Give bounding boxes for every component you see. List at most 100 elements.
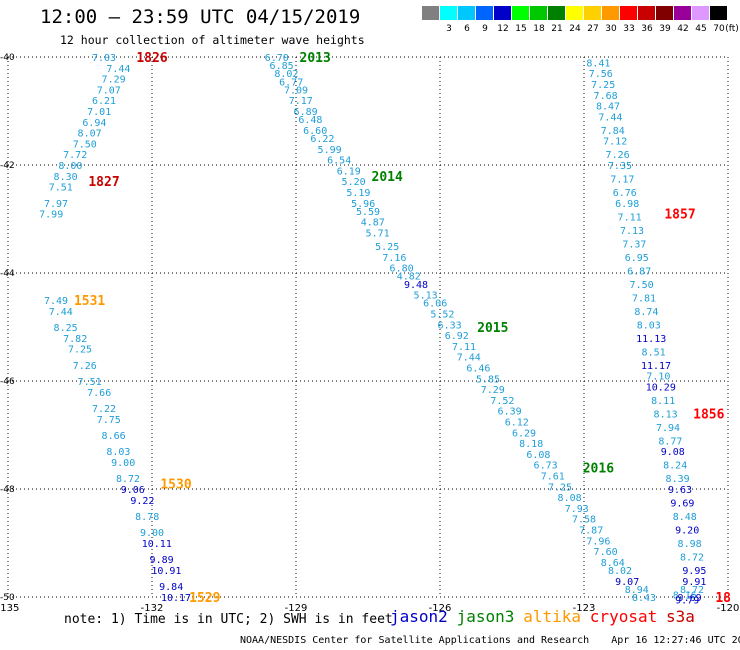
swh-value-label: 9.22 xyxy=(130,496,154,507)
y-tick-label: -48 xyxy=(0,485,15,495)
swh-value-label: 6.94 xyxy=(82,118,106,129)
colorbar-tick-label: 36 xyxy=(641,24,653,34)
pass-time-label: 1531 xyxy=(74,294,105,309)
swh-value-label: 7.12 xyxy=(603,137,627,148)
colorbar-unit-label: (ft) xyxy=(725,24,739,34)
colorbar-swatch xyxy=(710,6,727,20)
swh-value-label: 7.25 xyxy=(68,345,92,356)
colorbar-swatch xyxy=(458,6,475,20)
swh-value-label: 7.66 xyxy=(87,388,111,399)
swh-value-label: 8.78 xyxy=(135,512,159,523)
x-tick-label: -135 xyxy=(0,603,19,614)
colorbar-swatch xyxy=(656,6,673,20)
swh-value-label: 10.17 xyxy=(161,593,191,604)
swh-value-label: 7.49 xyxy=(44,296,68,307)
chart-title: 12:00 – 23:59 UTC 04/15/2019 xyxy=(40,6,361,28)
colorbar-tick-label: 33 xyxy=(623,24,635,34)
swh-value-label: 7.68 xyxy=(594,91,618,102)
swh-value-label: 6.48 xyxy=(298,115,322,126)
swh-value-label: 9.95 xyxy=(682,566,706,577)
colorbar-tick-label: 70 xyxy=(713,24,725,34)
pass-time-label: 2013 xyxy=(300,51,331,66)
x-tick-label: -129 xyxy=(285,603,308,614)
swh-value-label: 8.00 xyxy=(58,161,82,172)
swh-value-label: 7.84 xyxy=(601,126,625,137)
swh-value-label: 7.17 xyxy=(610,175,634,186)
swh-value-label: 6.95 xyxy=(625,253,649,264)
swh-value-label: 7.81 xyxy=(632,293,656,304)
colorbar-tick-label: 18 xyxy=(533,24,545,34)
swh-value-label: 7.99 xyxy=(39,210,63,221)
chart-subtitle: 12 hour collection of altimeter wave hei… xyxy=(60,33,365,47)
swh-value-label: 5.20 xyxy=(342,177,366,188)
swh-value-label: 9.63 xyxy=(668,485,692,496)
swh-value-label: 8.66 xyxy=(102,431,126,442)
swh-value-label: 7.87 xyxy=(579,526,603,537)
pass-time-label: 18 xyxy=(715,591,731,606)
credit-text: NOAA/NESDIS Center for Satellite Applica… xyxy=(240,635,590,646)
x-tick-label: -132 xyxy=(141,603,164,614)
swh-value-label: 7.52 xyxy=(490,396,514,407)
swh-value-label: 8.51 xyxy=(642,347,666,358)
colorbar-swatch xyxy=(476,6,493,20)
swh-value-label: 7.26 xyxy=(73,361,97,372)
colorbar-swatch xyxy=(620,6,637,20)
swh-value-label: 7.13 xyxy=(620,226,644,237)
swh-value-label: 7.03 xyxy=(92,53,116,64)
swh-value-label: 8.30 xyxy=(54,172,78,183)
colorbar-tick-label: 39 xyxy=(659,24,671,34)
swh-value-label: 5.19 xyxy=(346,188,370,199)
swh-value-label: 7.29 xyxy=(481,385,505,396)
swh-value-label: 11.13 xyxy=(636,334,666,345)
swh-value-label: 5.85 xyxy=(476,374,500,385)
swh-value-label: 7.17 xyxy=(289,96,313,107)
swh-value-label: 7.72 xyxy=(63,150,87,161)
swh-value-label: 6.92 xyxy=(445,331,469,342)
swh-value-label: 6.46 xyxy=(466,364,490,375)
colorbar-swatch xyxy=(530,6,547,20)
swh-value-label: 7.01 xyxy=(87,107,111,118)
swh-value-label: 7.11 xyxy=(452,342,476,353)
swh-value-label: 8.41 xyxy=(586,58,610,69)
footnote: note: 1) Time is in UTC; 2) SWH is in fe… xyxy=(64,612,393,627)
swh-value-label: 9.69 xyxy=(670,499,694,510)
swh-value-label: 9.20 xyxy=(675,526,699,537)
y-tick-label: -40 xyxy=(0,53,15,63)
swh-value-label: 7.11 xyxy=(618,212,642,223)
swh-value-label: 8.72 xyxy=(116,474,140,485)
swh-value-label: 6.19 xyxy=(337,166,361,177)
swh-value-label: 9.69 xyxy=(678,593,702,604)
swh-value-label: 11.17 xyxy=(641,361,671,372)
legend-item-jason2: jason2 xyxy=(390,607,448,626)
pass-time-label: 2016 xyxy=(583,461,614,476)
swh-value-label: 9.84 xyxy=(159,582,183,593)
swh-value-label: 6.77 xyxy=(279,77,303,88)
swh-value-label: 10.29 xyxy=(646,382,676,393)
swh-value-label: 8.43 xyxy=(632,593,656,604)
y-tick-label: -44 xyxy=(0,269,15,279)
y-tick-label: -50 xyxy=(0,593,15,603)
swh-value-label: 8.77 xyxy=(658,436,682,447)
y-tick-label: -42 xyxy=(0,161,15,171)
colorbar-tick-label: 3 xyxy=(446,24,452,34)
credit-line: NOAA/NESDIS Center for Satellite Applica… xyxy=(240,635,740,646)
colorbar-swatch xyxy=(422,6,439,20)
colorbar-tick-label: 9 xyxy=(482,24,488,34)
swh-value-label: 8.94 xyxy=(625,585,649,596)
swh-value-label: 7.25 xyxy=(548,482,572,493)
swh-value-label: 7.22 xyxy=(92,404,116,415)
swh-value-label: 7.25 xyxy=(591,80,615,91)
swh-value-label: 8.18 xyxy=(519,439,543,450)
swh-value-label: 6.87 xyxy=(627,266,651,277)
swh-value-label: 7.60 xyxy=(594,547,618,558)
swh-value-label: 7.56 xyxy=(589,69,613,80)
colorbar-swatch xyxy=(494,6,511,20)
swh-value-label: 5.71 xyxy=(366,229,390,240)
swh-value-label: 6.06 xyxy=(423,299,447,310)
swh-value-label: 7.51 xyxy=(49,183,73,194)
colorbar-swatch xyxy=(638,6,655,20)
swh-value-label: 6.22 xyxy=(310,134,334,145)
swh-value-label: 8.02 xyxy=(274,69,298,80)
swh-value-label: 9.79 xyxy=(675,596,699,607)
